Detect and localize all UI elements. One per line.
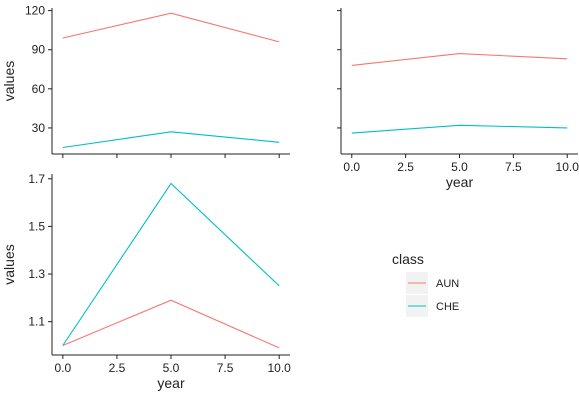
panel-bottom-left: 1.1 1.3 1.5 1.7 0.0 2.5 5.0 7.5 10.0 year values	[1, 172, 291, 391]
series-line-aun	[62, 299, 280, 349]
x-tick-label: 10.0	[268, 361, 292, 375]
x-axis-title: year	[157, 375, 185, 391]
x-tick-label: 10.0	[556, 160, 579, 174]
y-tick-label: 1.5	[28, 219, 45, 233]
x-tick-label: 2.5	[109, 361, 126, 375]
y-tick-label: 1.1	[28, 315, 45, 329]
series-line-che	[62, 131, 280, 149]
y-tick-label: 1.7	[28, 172, 45, 186]
series-line-che	[351, 124, 568, 134]
y-axis-title: values	[1, 244, 17, 284]
x-tick-label: 7.5	[505, 160, 522, 174]
y-tick-label: 1.3	[28, 267, 45, 281]
legend: class AUN CHE	[392, 251, 459, 317]
legend-label-che: CHE	[436, 301, 459, 313]
panel-top-right: 0.0 2.5 5.0 7.5 10.0 year	[337, 8, 579, 190]
y-tick-label: 90	[32, 43, 46, 57]
x-tick-label: 0.0	[54, 361, 71, 375]
series-line-aun	[62, 12, 280, 43]
series-line-che	[62, 182, 280, 346]
legend-title: class	[392, 251, 424, 267]
y-tick-label: 120	[25, 4, 45, 18]
x-tick-label: 2.5	[397, 160, 414, 174]
x-tick-label: 5.0	[451, 160, 468, 174]
x-axis-title: year	[446, 174, 474, 190]
series-line-aun	[351, 53, 568, 66]
x-tick-label: 0.0	[343, 160, 360, 174]
panel-top-left: 30 60 90 120 values	[1, 4, 290, 158]
x-tick-label: 7.5	[217, 361, 234, 375]
y-tick-label: 60	[32, 82, 46, 96]
y-tick-label: 30	[32, 121, 46, 135]
y-axis-title: values	[1, 61, 17, 101]
legend-label-aun: AUN	[436, 278, 459, 290]
x-tick-label: 5.0	[163, 361, 180, 375]
